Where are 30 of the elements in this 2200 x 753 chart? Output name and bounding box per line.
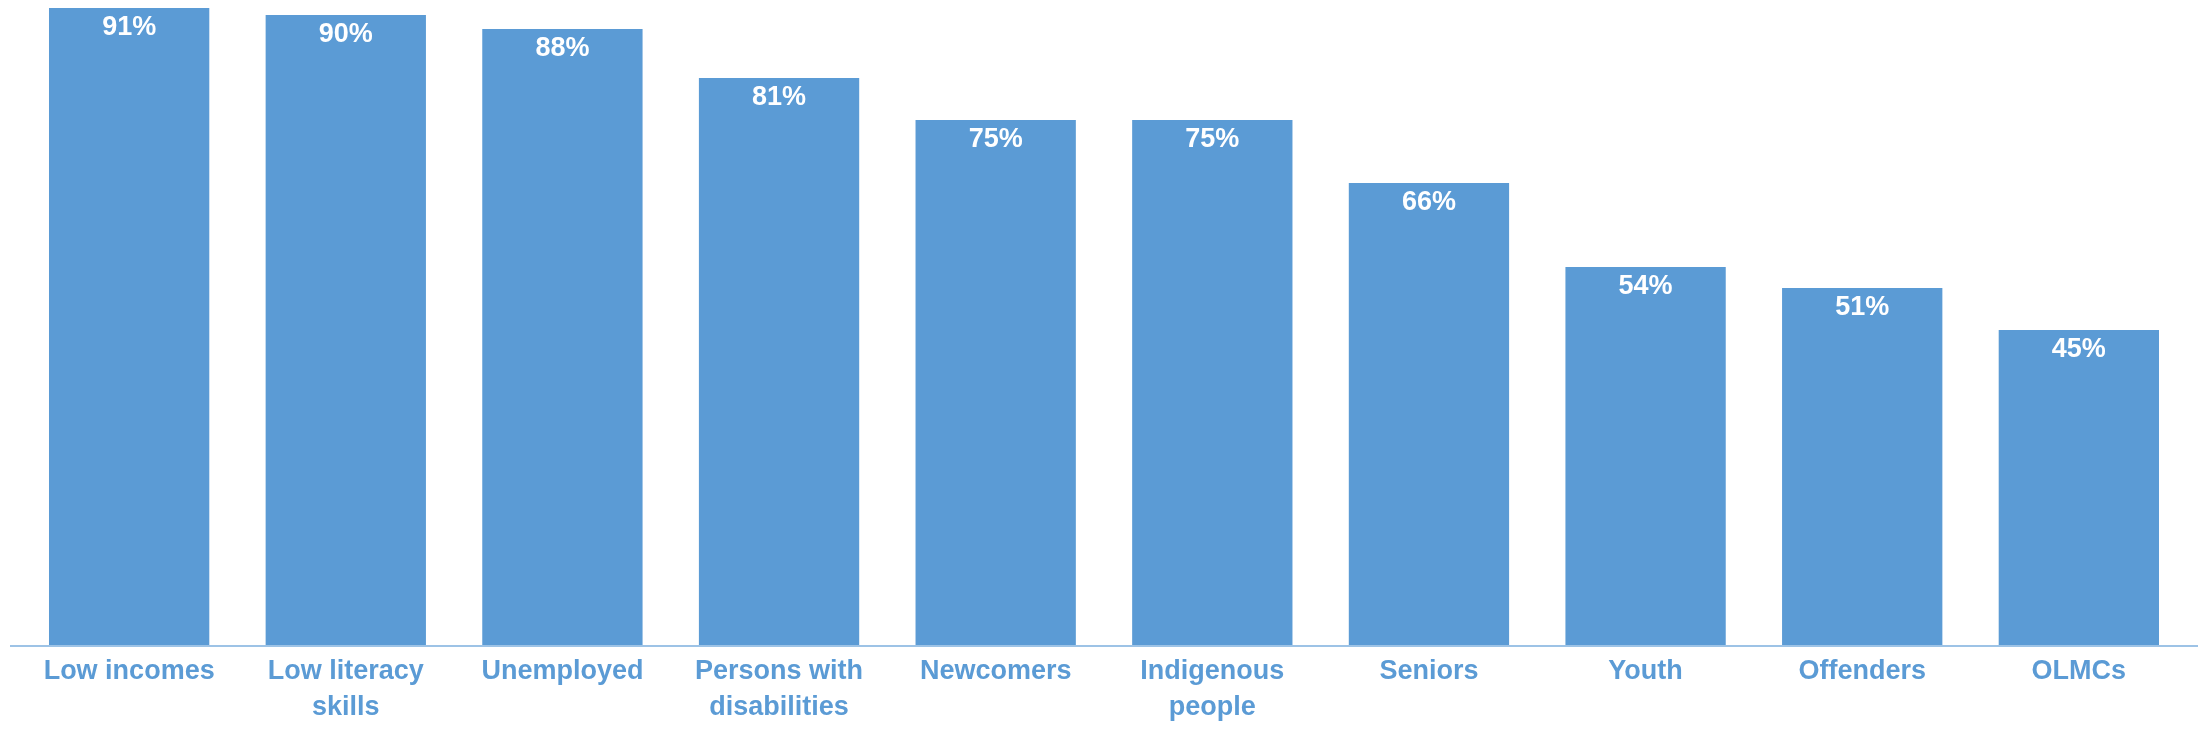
data-label: 75% — [968, 123, 1023, 153]
bar — [1348, 183, 1510, 645]
bar — [1565, 267, 1726, 645]
x-tick-label: Newcomers — [919, 655, 1072, 686]
x-tick-label: Seniors — [1379, 655, 1479, 686]
data-label: 45% — [2051, 333, 2106, 363]
bar — [482, 29, 643, 645]
x-tick-label: Offenders — [1798, 655, 1926, 686]
data-label: 75% — [1185, 123, 1240, 153]
bar — [1998, 330, 2160, 645]
data-label: 51% — [1835, 291, 1890, 321]
bar — [698, 78, 860, 645]
data-label: 54% — [1618, 270, 1673, 300]
x-tick-label: Unemployed — [481, 655, 644, 686]
x-tick-label: Youth — [1608, 655, 1683, 686]
bar — [48, 8, 210, 645]
x-tick-label: Persons with disabilities — [695, 655, 864, 721]
x-tick-label: Low incomes — [43, 655, 215, 686]
x-tick-label: Low literacy skills — [267, 655, 424, 721]
bar — [1782, 288, 1943, 645]
bar — [265, 15, 426, 645]
data-label: 90% — [318, 18, 373, 48]
data-label: 66% — [1401, 186, 1456, 216]
data-label: 88% — [535, 32, 590, 62]
bar — [915, 120, 1076, 645]
x-tick-label: Indigenous people — [1140, 655, 1285, 721]
x-tick-label: OLMCs — [2031, 655, 2127, 686]
bar — [1132, 120, 1293, 645]
data-label: 91% — [102, 11, 157, 41]
data-label: 81% — [752, 81, 807, 111]
